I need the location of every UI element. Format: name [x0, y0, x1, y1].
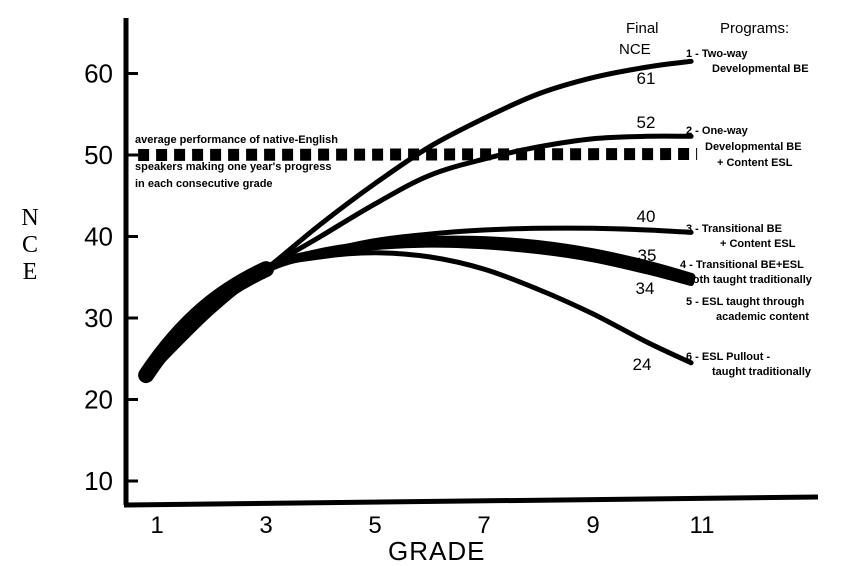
y-tick-label-30: 30	[84, 303, 113, 333]
final-nce-header-line-1: Final	[626, 20, 659, 37]
final-nce-value-4: 35	[638, 246, 657, 265]
program-label-6-line-2: taught traditionally	[712, 366, 812, 378]
program-label-3-line-1: 3 - Transitional BE	[686, 223, 782, 235]
x-axis-line	[123, 494, 819, 508]
y-tick-label-40: 40	[84, 222, 113, 252]
x-tick-label-3: 3	[259, 512, 272, 539]
y-axis-label-letter-3: E	[23, 259, 38, 285]
programs-header: Programs:	[720, 20, 789, 37]
x-ticks: 1 3 5 7 9 11	[150, 512, 714, 539]
program-label-6-line-1: 6 - ESL Pullout -	[686, 351, 770, 363]
program-legend: 1 - Two-way Developmental BE 2 - One-way De…	[680, 48, 813, 378]
y-tick-label-10: 10	[84, 466, 113, 496]
y-axis-label: NCE	[21, 205, 38, 285]
reference-label-line-1: average performance of native-English	[135, 134, 338, 146]
reference-label-line-3: in each consecutive grade	[135, 178, 273, 190]
final-nce-value-3: 40	[637, 207, 656, 226]
series-line-1	[143, 58, 694, 378]
program-label-5-line-2: academic content	[716, 311, 809, 323]
x-tick-label-5: 5	[368, 512, 381, 539]
final-nce-labels: 61 52 40 35 34 24	[633, 69, 657, 374]
y-tick-label-60: 60	[84, 59, 113, 89]
x-tick-label-7: 7	[477, 512, 490, 539]
y-tick-label-20: 20	[84, 385, 113, 415]
final-nce-header-line-2: NCE	[619, 41, 651, 58]
reference-label-line-2: speakers making one year's progress	[135, 161, 331, 173]
program-label-4-line-1: 4 - Transitional BE+ESL	[680, 259, 804, 271]
final-nce-value-1: 61	[637, 69, 656, 88]
program-label-2-line-2: Developmental BE	[705, 141, 802, 153]
y-axis-label-letter-2: C	[22, 232, 38, 258]
program-label-2-line-3: + Content ESL	[717, 157, 793, 169]
curves	[138, 58, 696, 384]
y-tick-label-50: 50	[84, 140, 113, 170]
program-label-1-line-1: 1 - Two-way	[686, 48, 748, 60]
program-label-3-line-2: + Content ESL	[720, 238, 796, 250]
program-label-5-line-1: 5 - ESL taught through	[686, 296, 805, 308]
y-axis-label-letter-1: N	[21, 205, 38, 231]
program-label-2-line-1: 2 - One-way	[686, 125, 749, 137]
series-line-6	[143, 250, 694, 378]
x-tick-label-1: 1	[150, 512, 163, 539]
axes	[123, 18, 819, 508]
final-nce-value-6: 24	[633, 355, 652, 374]
x-tick-label-9: 9	[586, 512, 599, 539]
final-nce-value-2: 52	[637, 113, 656, 132]
x-axis-label: GRADE	[388, 536, 485, 566]
program-label-4-line-2: both taught traditionally	[686, 274, 813, 286]
x-tick-label-11: 11	[690, 512, 715, 539]
final-nce-value-5: 34	[636, 279, 655, 298]
y-ticks: 10 20 30 40 50 60	[84, 59, 138, 496]
program-label-1-line-2: Developmental BE	[712, 63, 809, 75]
series-line-5	[143, 241, 695, 379]
